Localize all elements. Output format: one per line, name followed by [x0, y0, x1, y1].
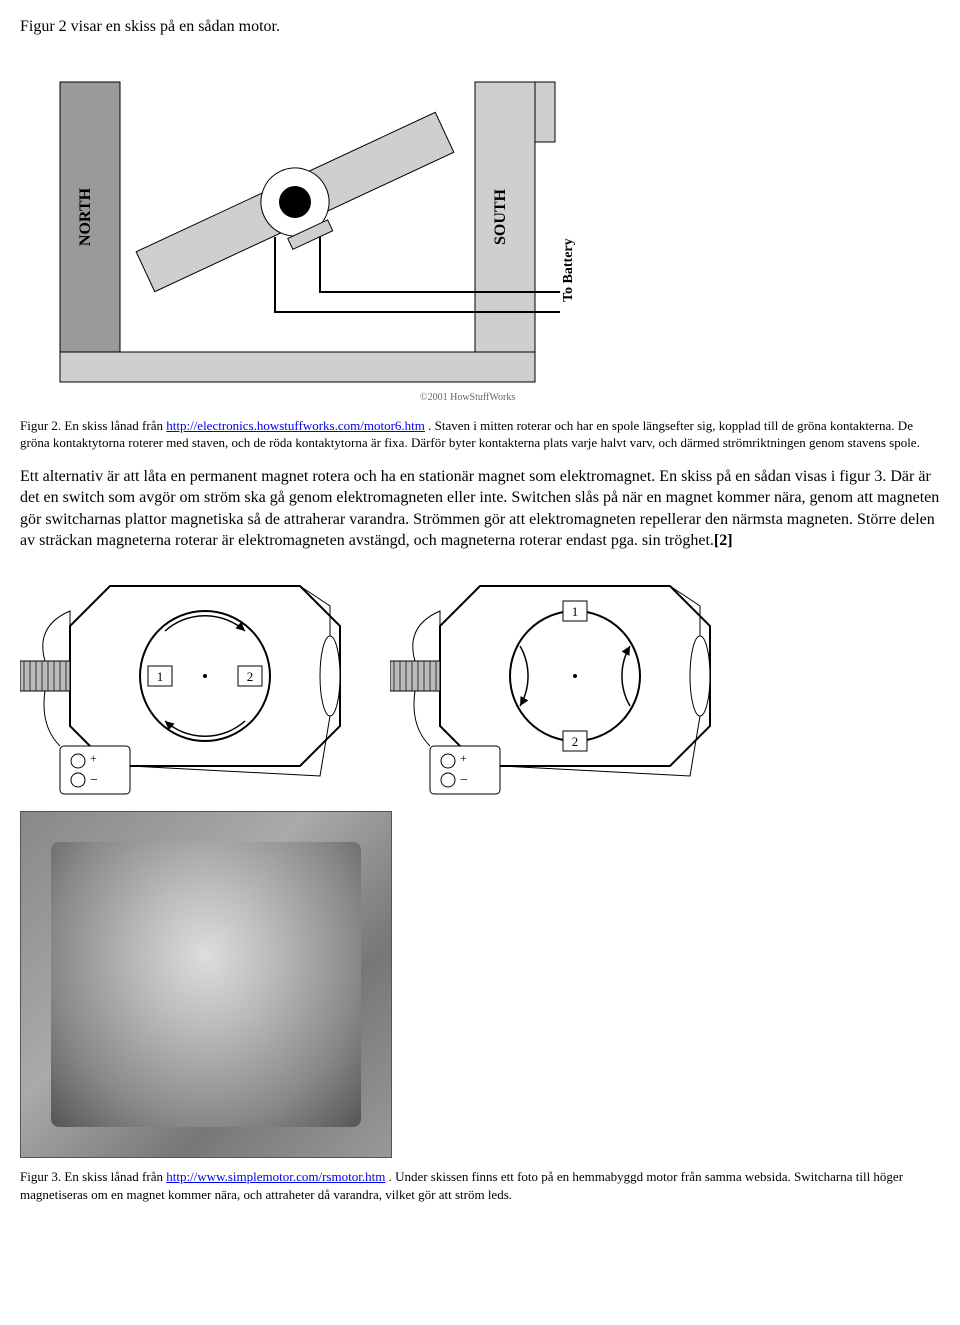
- body-text: Ett alternativ är att låta en permanent …: [20, 468, 939, 550]
- battery-minus-right: −: [460, 773, 468, 788]
- battery-plus-left: +: [90, 751, 97, 765]
- reference-2: [2]: [714, 532, 733, 549]
- battery-minus-left: −: [90, 773, 98, 788]
- battery-label: To Battery: [561, 238, 576, 302]
- magnet-2-label-right: 2: [572, 734, 579, 749]
- magnet-2-label-left: 2: [247, 669, 254, 684]
- figure-2-caption: Figur 2. En skiss lånad från http://elec…: [20, 417, 940, 452]
- figure-3-right: 1 2 + −: [390, 566, 760, 801]
- figure-2-svg: NORTH SOUTH To Battery ©2001 HowStuffWor…: [20, 52, 590, 407]
- figure-3-schematics: 1 2 + − 1 2: [20, 566, 940, 801]
- fig2-caption-prefix: Figur 2. En skiss lånad från: [20, 418, 166, 433]
- magnet-1-label-right: 1: [572, 604, 579, 619]
- south-label: SOUTH: [492, 188, 509, 245]
- figure-3-left: 1 2 + −: [20, 566, 390, 801]
- figure-2: NORTH SOUTH To Battery ©2001 HowStuffWor…: [20, 52, 940, 407]
- north-label: NORTH: [77, 187, 94, 246]
- body-paragraph: Ett alternativ är att låta en permanent …: [20, 466, 940, 552]
- magnet-1-label-left: 1: [157, 669, 164, 684]
- battery-plus-right: +: [460, 751, 467, 765]
- fig3-caption-prefix: Figur 3. En skiss lånad från: [20, 1169, 166, 1184]
- fig2-link[interactable]: http://electronics.howstuffworks.com/mot…: [166, 418, 425, 433]
- figure-2-copyright: ©2001 HowStuffWorks: [420, 392, 515, 403]
- figure-3-photo: [20, 811, 940, 1158]
- figure-3-caption: Figur 3. En skiss lånad från http://www.…: [20, 1168, 940, 1203]
- motor-photo-placeholder: [20, 811, 392, 1158]
- fig3-link[interactable]: http://www.simplemotor.com/rsmotor.htm: [166, 1169, 385, 1184]
- intro-paragraph: Figur 2 visar en skiss på en sådan motor…: [20, 16, 940, 38]
